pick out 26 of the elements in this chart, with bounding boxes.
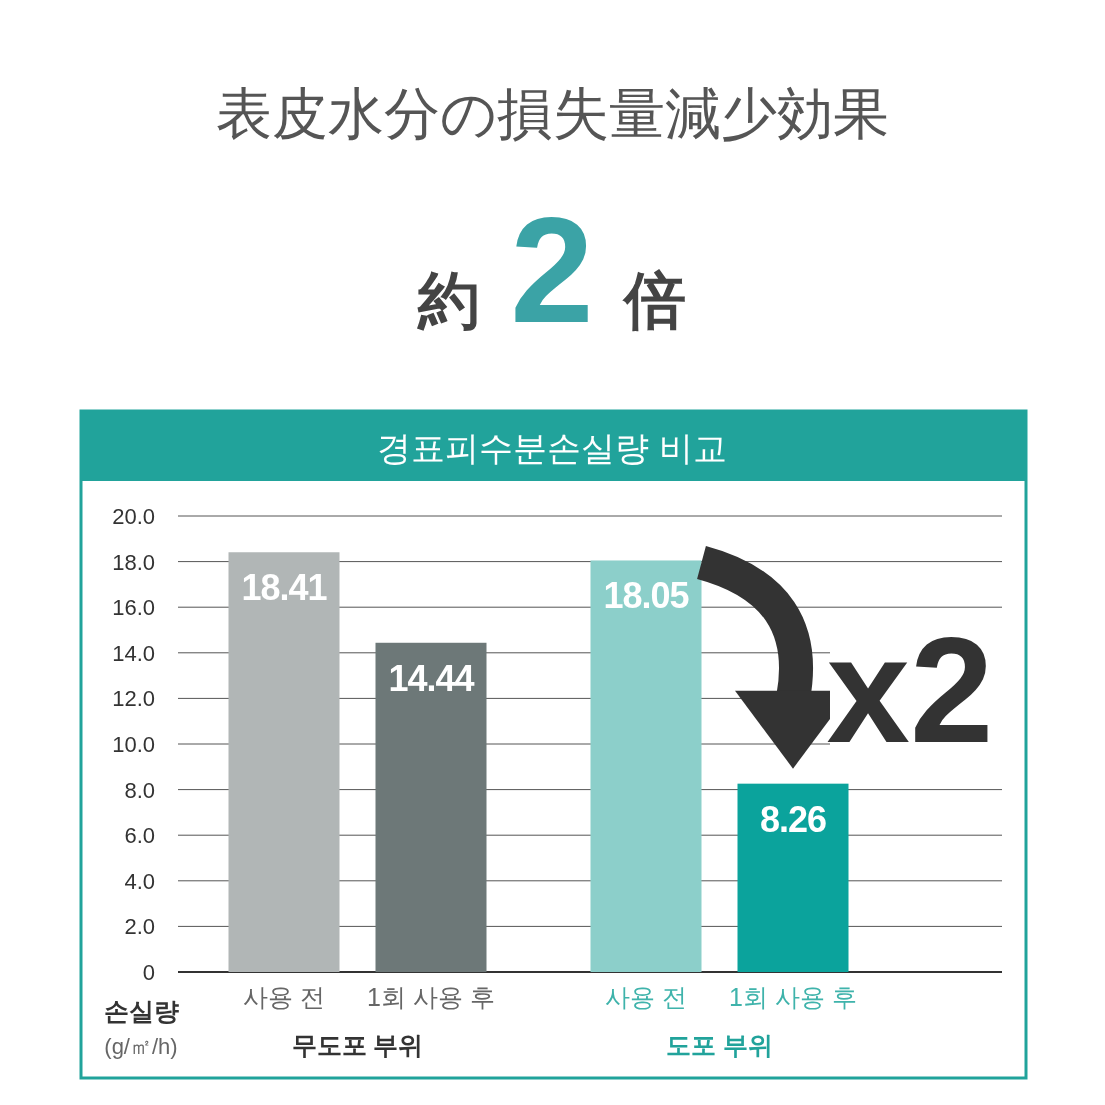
x-tick-label: 1회 사용 후 <box>367 983 495 1011</box>
x-tick-label: 사용 전 <box>605 983 687 1011</box>
y-axis-title: 손실량 (g/㎡/h) <box>103 997 179 1059</box>
y-tick-label: 18.0 <box>112 549 155 575</box>
data-label: 18.05 <box>603 575 690 617</box>
y-tick-label: 0 <box>142 960 155 985</box>
y-tick-label: 4.0 <box>124 868 155 894</box>
x-tick-label: 1회 사용 후 <box>729 983 857 1011</box>
text: 경표피수분손실량 비교 <box>377 429 727 467</box>
y-tick-label: 8.0 <box>124 777 155 803</box>
data-label: 18.41 <box>241 567 328 609</box>
chart-subtitle: 約 2 倍 <box>416 186 686 354</box>
data-label: 14.44 <box>388 657 475 699</box>
y-tick-label: 12.0 <box>112 686 155 712</box>
y-tick-label: 20.0 <box>112 504 155 529</box>
y-tick-label: 14.0 <box>112 640 155 666</box>
text: 무도포 부위 <box>291 1031 424 1059</box>
y-tick-label: 2.0 <box>124 914 155 940</box>
y-tick-label: 10.0 <box>112 732 155 757</box>
chart-title: 表皮水分の損失量減少効果 <box>215 82 889 145</box>
y-tick-label: 6.0 <box>124 823 155 849</box>
data-label: 8.26 <box>759 798 827 840</box>
annotation: x2 <box>826 606 994 774</box>
y-tick-label: 16.0 <box>112 595 155 621</box>
x-tick-label: 사용 전 <box>243 983 325 1011</box>
text: 도포 부위 <box>666 1031 773 1059</box>
